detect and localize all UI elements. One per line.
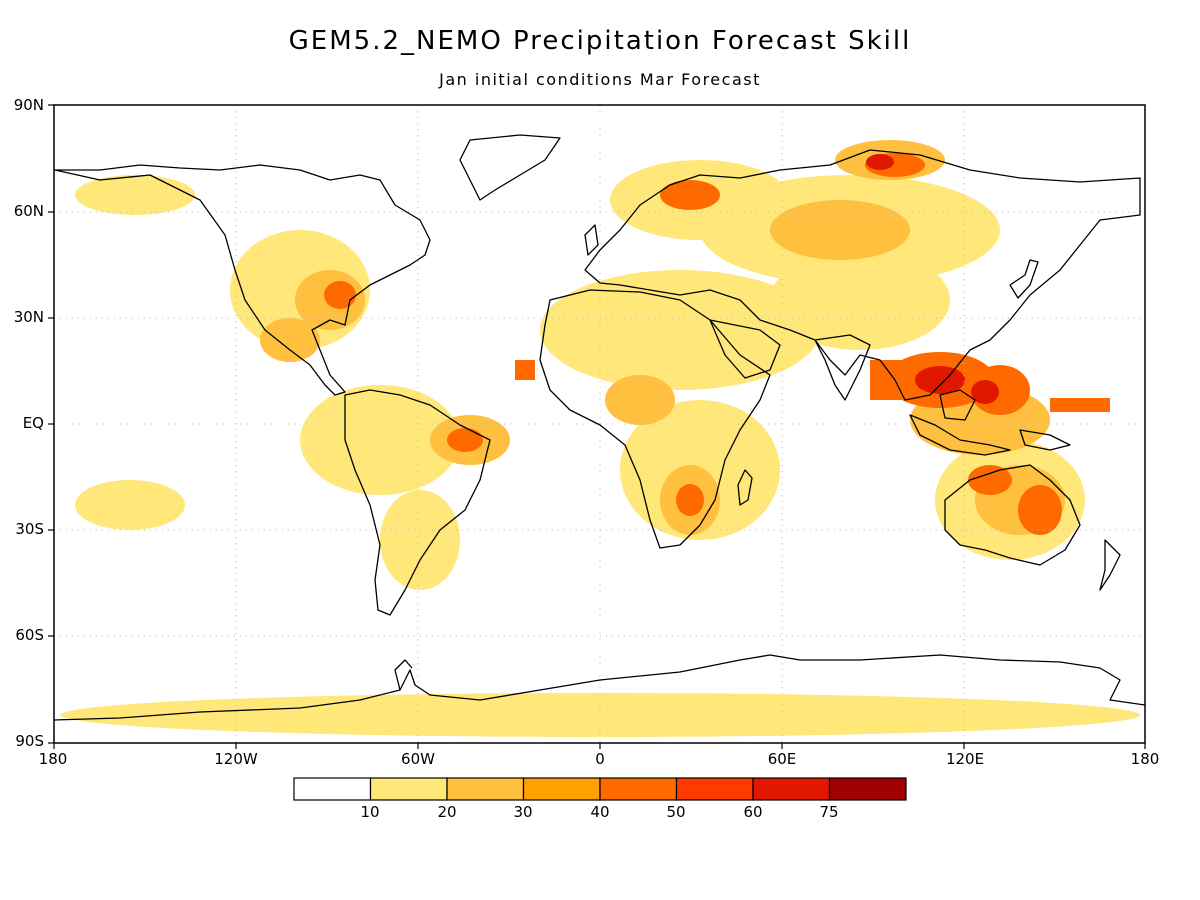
coast-new-zealand [1099,539,1121,591]
colorbar-label-10: 10 [360,803,380,821]
lon-label-60e: 60E [767,750,797,768]
coast-japan [1009,259,1039,299]
coastlines [53,134,1146,721]
coast-arabia [709,319,781,379]
lon-label-120w: 120W [214,750,258,768]
lat-label-60s: 60S [15,626,44,644]
colorbar-label-20: 20 [437,803,457,821]
coast-madagascar [737,469,753,506]
coast-new-guinea [1019,429,1071,451]
coast-greenland [459,134,561,201]
coast-india [814,334,871,401]
colorbar-swatch-0 [293,777,372,801]
colorbar-label-75: 75 [819,803,839,821]
colorbar-swatch-7 [828,777,907,801]
colorbar-swatch-3 [522,777,601,801]
coast-antarctic-peninsula [394,659,413,691]
lon-label-180w: 180 [38,750,68,768]
coast-eurasia [584,149,1141,401]
lat-label-eq: EQ [22,414,44,432]
lon-label-60w: 60W [401,750,435,768]
graticule [54,105,1145,743]
lat-label-30s: 30S [15,520,44,538]
lon-label-180e: 180 [1130,750,1160,768]
colorbar-label-40: 40 [590,803,610,821]
colorbar [293,777,907,801]
coast-north-america [54,164,431,396]
colorbar-swatch-4 [599,777,678,801]
colorbar-swatch-1 [369,777,448,801]
map-subtitle: Jan initial conditions Mar Forecast [439,70,761,89]
colorbar-label-60: 60 [743,803,763,821]
colorbar-swatch-2 [446,777,525,801]
lon-label-120e: 120E [945,750,985,768]
skill-shading [60,140,1140,737]
lat-label-90s: 90S [15,732,44,750]
lat-label-60n: 60N [13,202,44,220]
colorbar-swatch-5 [675,777,754,801]
colorbar-label-30: 30 [513,803,533,821]
coast-borneo [939,389,976,421]
axis-ticks [48,104,1146,749]
coast-indonesia [909,414,1011,456]
coast-antarctica [53,654,1146,721]
colorbar-label-50: 50 [666,803,686,821]
coast-south-america [344,389,491,616]
coast-australia [944,464,1081,566]
colorbar-swatch-6 [752,777,831,801]
lon-label-0: 0 [595,750,605,768]
lat-label-30n: 30N [13,308,44,326]
lat-label-90n: 90N [13,96,44,114]
coast-africa [539,289,771,549]
map-title: GEM5.2_NEMO Precipitation Forecast Skill [288,26,912,56]
coast-british-isles [584,224,599,256]
